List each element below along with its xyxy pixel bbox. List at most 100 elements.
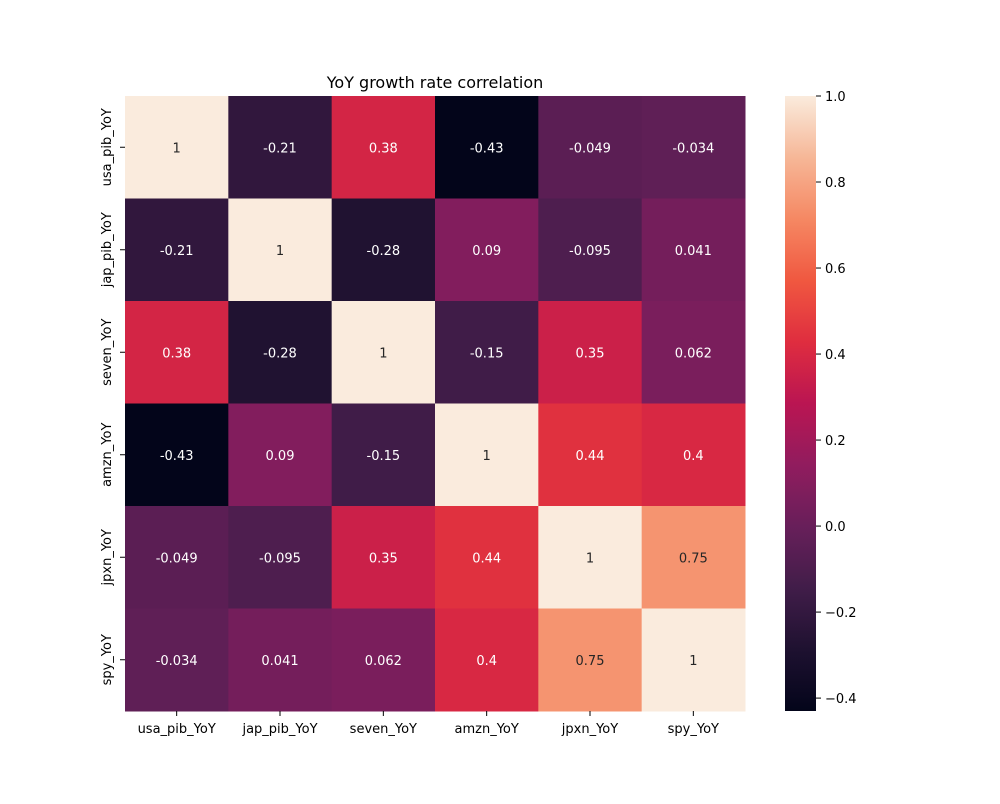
cell-value-label: 0.041 (261, 654, 298, 669)
cell-value-label: 0.09 (472, 244, 501, 259)
heatmap-cell (331, 506, 436, 609)
cell-value-label: 0.44 (472, 551, 501, 566)
x-axis: usa_pib_YoY jap_pib_YoY seven_YoY amzn_YoY j… (138, 711, 719, 737)
heatmap-cell (435, 96, 539, 199)
cell-value-label: -0.43 (160, 449, 194, 464)
heatmap-cell (125, 506, 229, 609)
heatmap-cell (435, 198, 539, 302)
heatmap-cell (125, 608, 229, 712)
x-tick-label: jpxn_YoY (561, 722, 618, 737)
heatmap-cell (435, 301, 539, 404)
cell-value-label: 0.4 (683, 449, 704, 464)
heatmap-cell (228, 301, 333, 404)
cell-value-label: -0.21 (263, 141, 297, 156)
heatmap-cell (228, 403, 333, 507)
cell-value-label: -0.28 (367, 244, 401, 259)
y-tick-label: jpxn_YoY (100, 529, 115, 586)
heatmap-cell (641, 96, 746, 199)
heatmap-cell (435, 608, 539, 712)
heatmap-cell (228, 96, 333, 199)
colorbar-tick-label: 0.6 (825, 262, 846, 277)
heatmap-cell (228, 506, 333, 609)
cell-value-label: -0.049 (156, 551, 198, 566)
cell-value-label: -0.034 (156, 654, 198, 669)
heatmap-cell-labels: 1 -0.21 0.38 -0.43 -0.049 -0.034 -0.21 1 -0.28 0.… (156, 141, 715, 669)
heatmap-cell (125, 403, 229, 507)
cell-value-label: 0.44 (576, 449, 605, 464)
cell-value-label: 1 (483, 449, 491, 464)
cell-value-label: -0.034 (672, 141, 714, 156)
cell-value-label: 0.75 (679, 551, 708, 566)
heatmap-cell (125, 96, 229, 199)
colorbar-tick-label: −0.4 (825, 692, 857, 707)
heatmap-cell (331, 403, 436, 507)
heatmap-cell (641, 506, 746, 609)
cell-value-label: -0.095 (259, 551, 301, 566)
heatmap-cells (125, 96, 746, 712)
heatmap-cell (435, 506, 539, 609)
heatmap-cell (331, 301, 436, 404)
heatmap-cell (538, 301, 643, 404)
cell-value-label: 0.041 (675, 244, 712, 259)
x-tick-label: jap_pib_YoY (241, 722, 317, 737)
cell-value-label: 1 (276, 244, 284, 259)
cell-value-label: 0.35 (369, 551, 398, 566)
y-tick-label: usa_pib_YoY (100, 108, 115, 186)
colorbar-tick-label: 0.4 (825, 348, 846, 363)
x-tick-label: amzn_YoY (455, 722, 519, 737)
cell-value-label: 1 (173, 141, 181, 156)
cell-value-label: 1 (379, 346, 387, 361)
colorbar-gradient (785, 96, 816, 711)
heatmap-cell (331, 96, 436, 199)
cell-value-label: 0.062 (365, 654, 402, 669)
y-tick-label: amzn_YoY (100, 423, 115, 487)
heatmap-cell (538, 506, 643, 609)
cell-value-label: 0.35 (576, 346, 605, 361)
cell-value-label: -0.049 (569, 141, 611, 156)
heatmap-cell (125, 301, 229, 404)
cell-value-label: 0.4 (476, 654, 497, 669)
cell-value-label: -0.15 (470, 346, 504, 361)
colorbar-tick-label: −0.2 (825, 606, 857, 621)
heatmap-cell (641, 608, 746, 712)
colorbar-tick-label: 0.0 (825, 520, 846, 535)
heatmap-cell (641, 403, 746, 507)
cell-value-label: 1 (689, 654, 697, 669)
heatmap-cell (435, 403, 539, 507)
heatmap-cell (538, 198, 643, 302)
cell-value-label: -0.28 (263, 346, 297, 361)
colorbar-tick-label: 0.8 (825, 176, 846, 191)
heatmap-cell (538, 96, 643, 199)
x-tick-label: seven_YoY (350, 722, 417, 737)
cell-value-label: 0.75 (576, 654, 605, 669)
x-tick-label: usa_pib_YoY (138, 722, 216, 737)
y-tick-label: jap_pib_YoY (100, 212, 115, 288)
colorbar-tick-label: 1.0 (825, 90, 846, 105)
cell-value-label: 0.062 (675, 346, 712, 361)
y-tick-label: spy_YoY (100, 634, 115, 685)
chart-title: YoY growth rate correlation (326, 73, 544, 92)
cell-value-label: 0.09 (266, 449, 295, 464)
heatmap-cell (641, 301, 746, 404)
y-tick-label: seven_YoY (100, 319, 115, 386)
heatmap-cell (331, 198, 436, 302)
heatmap-cell (228, 608, 333, 712)
colorbar: −0.4 −0.2 0.0 0.2 0.4 0.6 0.8 1.0 (785, 90, 857, 711)
x-tick-label: spy_YoY (668, 722, 719, 737)
cell-value-label: -0.21 (160, 244, 194, 259)
heatmap-cell (228, 198, 333, 302)
y-axis: usa_pib_YoY jap_pib_YoY seven_YoY amzn_YoYj… (100, 108, 125, 685)
heatmap-cell (125, 198, 229, 302)
cell-value-label: 0.38 (162, 346, 191, 361)
cell-value-label: 1 (586, 551, 594, 566)
heatmap-cell (641, 198, 746, 302)
heatmap-cell (331, 608, 436, 712)
cell-value-label: -0.43 (470, 141, 504, 156)
cell-value-label: 0.38 (369, 141, 398, 156)
cell-value-label: -0.095 (569, 244, 611, 259)
cell-value-label: -0.15 (367, 449, 401, 464)
heatmap-cell (538, 608, 643, 712)
colorbar-tick-label: 0.2 (825, 434, 846, 449)
